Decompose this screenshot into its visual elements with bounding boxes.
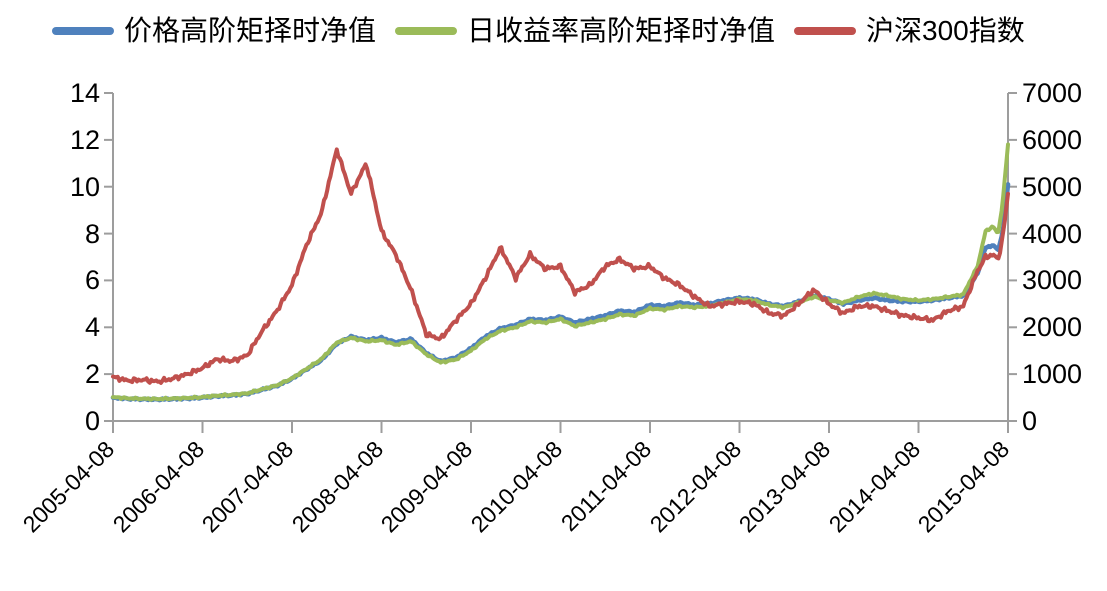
y-axis-right-tick-label: 7000: [1022, 78, 1083, 108]
chart-legend: 价格高阶矩择时净值 日收益率高阶矩择时净值 沪深300指数: [52, 14, 1025, 48]
y-axis-left-tick-label: 12: [69, 124, 100, 155]
y-axis-right-tick-label: 2000: [1022, 312, 1083, 343]
legend-item-price-moment-nav: 价格高阶矩择时净值: [52, 14, 376, 48]
y-axis-right-tick-label: 4000: [1022, 218, 1083, 249]
y-axis-right-tick-label: 0: [1022, 406, 1038, 436]
legend-label-csi300-index: 沪深300指数: [866, 15, 1025, 46]
y-axis-left-tick-label: 14: [69, 78, 100, 108]
y-axis-right-tick-label: 5000: [1022, 171, 1083, 202]
series-line-1: [111, 142, 1010, 402]
y-axis-right-tick-label: 6000: [1022, 124, 1083, 155]
y-axis-left-tick-label: 2: [84, 359, 100, 390]
legend-label-return-moment-nav: 日收益率高阶矩择时净值: [467, 15, 776, 46]
y-axis-left-tick-label: 4: [84, 312, 100, 343]
legend-line-swatch-blue: [52, 27, 114, 35]
y-axis-right-tick-label: 3000: [1022, 265, 1083, 296]
legend-item-return-moment-nav: 日收益率高阶矩择时净值: [395, 14, 775, 48]
y-axis-right-tick-label: 1000: [1022, 359, 1083, 390]
y-axis-left-tick-label: 8: [84, 218, 100, 249]
y-axis-left-tick-label: 0: [84, 406, 100, 436]
legend-line-swatch-red: [794, 27, 857, 35]
y-axis-left-tick-label: 6: [84, 265, 100, 296]
series-line-2: [111, 147, 1010, 385]
legend-line-swatch-green: [395, 27, 458, 35]
y-axis-left-tick-label: 10: [69, 171, 100, 202]
legend-label-price-moment-nav: 价格高阶矩择时净值: [124, 15, 377, 46]
legend-item-csi300-index: 沪深300指数: [794, 14, 1025, 48]
